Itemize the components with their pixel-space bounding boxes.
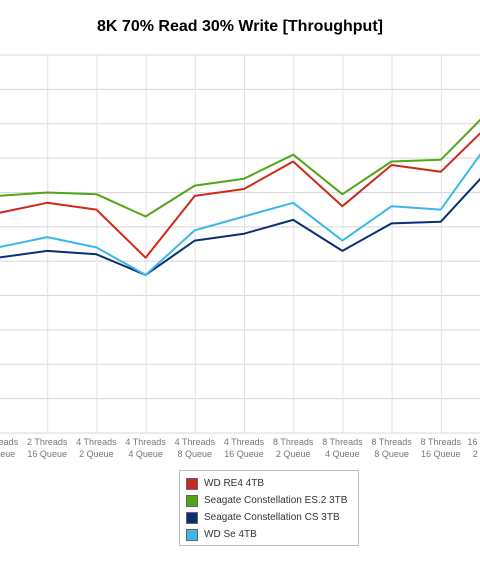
legend-item: WD Se 4TB [186,526,358,543]
x-tick-label-line: 2 Queue [79,449,114,459]
x-tick-label-line: 4 Threads [76,437,117,447]
x-tick-label-line: 2 Queue [0,449,15,459]
x-tick-label-line: 16 Queue [421,449,461,459]
x-tick-label: 4 Threads 16 Queue [224,437,265,459]
x-tick-label-line: 4 Threads [175,437,216,447]
series-line-seagate-constellation-es-2-3tb [0,118,480,218]
legend-label: Seagate Constellation CS 3TB [204,512,340,523]
x-tick-label-line: 2 Queue [276,449,311,459]
legend-swatch [186,511,198,524]
legend-label: WD Se 4TB [204,529,257,540]
x-tick-label: 8 Threads 8 Queue [371,437,412,459]
x-tick-label-line: 4 Threads [224,437,265,447]
x-tick-label-line: 4 Queue [325,449,360,459]
x-tick-label-line: 8 Queue [374,449,409,459]
legend: WD RE4 4TB Seagate Constellation ES.2 3TB… [179,470,359,546]
x-tick-label-line: 16 Queue [224,449,264,459]
series-line-wd-re4-4tb [0,132,480,259]
x-tick-label-line: 2 Queue [473,449,480,459]
x-tick-label: 2 Threads 2 Queue [0,437,19,459]
x-tick-label: 4 Threads 4 Queue [125,437,166,459]
legend-swatch [186,528,198,541]
x-tick-label: 16 Threads 2 Queue [467,437,480,459]
x-tick-label: 2 Threads 16 Queue [27,437,68,459]
grid [0,54,480,434]
legend-swatch [186,477,198,490]
x-tick-label-line: 16 Queue [27,449,67,459]
series-lines [0,118,480,276]
x-tick-label: 8 Threads 16 Queue [421,437,462,459]
legend-item: Seagate Constellation ES.2 3TB [186,492,358,509]
x-tick-label-line: 8 Queue [178,449,213,459]
legend-item: Seagate Constellation CS 3TB [186,509,358,526]
chart-title: 8K 70% Read 30% Write [Throughput] [97,18,383,35]
legend-label: WD RE4 4TB [204,478,265,489]
x-tick-label-line: 8 Threads [371,437,412,447]
x-tick-label: 4 Threads 8 Queue [175,437,216,459]
x-tick-label-line: 2 Threads [0,437,19,447]
x-tick-label: 4 Threads 2 Queue [76,437,117,459]
series-line-wd-se-4tb [0,153,480,276]
x-tick-label-line: 2 Threads [27,437,68,447]
series-line-seagate-constellation-cs-3tb [0,177,480,276]
legend-label: Seagate Constellation ES.2 3TB [204,495,348,506]
legend-swatch [186,494,198,507]
x-tick-label-line: 16 Threads [467,437,480,447]
x-tick-label-line: 4 Threads [125,437,166,447]
legend-item: WD RE4 4TB [186,475,358,492]
x-tick-label: 8 Threads 2 Queue [273,437,314,459]
x-tick-label-line: 8 Threads [322,437,363,447]
x-tick-label-line: 4 Queue [128,449,163,459]
x-tick-label: 8 Threads 4 Queue [322,437,363,459]
x-tick-label-line: 8 Threads [421,437,462,447]
x-tick-label-line: 8 Threads [273,437,314,447]
